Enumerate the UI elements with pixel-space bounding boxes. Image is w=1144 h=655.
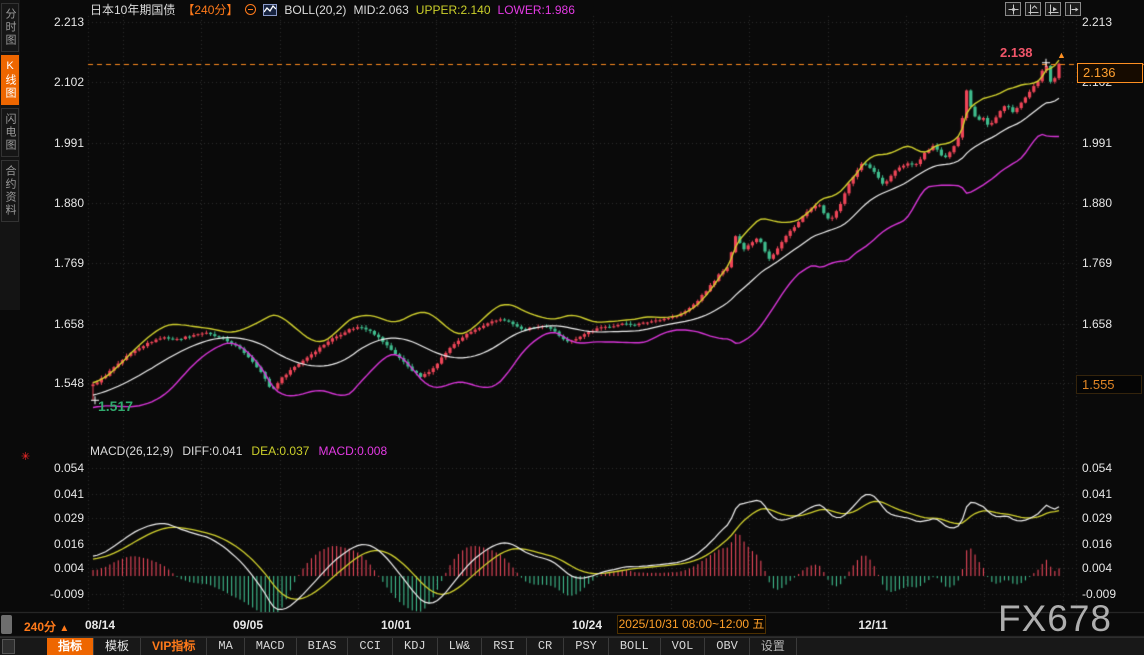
price-axis-label-right: 1.658 <box>1082 316 1113 331</box>
price-axis-label-left: 1.769 <box>53 256 84 271</box>
macd-header: MACD(26,12,9) DIFF:0.041 DEA:0.037 MACD:… <box>90 444 387 458</box>
price-axis-label-left: 1.991 <box>53 135 84 150</box>
reference-price-badge: 1.555 <box>1076 375 1142 394</box>
x-axis-row: 240分 ▲ 2025/10/31 08:00~12:00 五 08/14 09/… <box>0 612 1144 637</box>
macd-axis-label-right: 0.004 <box>1082 561 1113 575</box>
last-price-badge: 2.136 <box>1077 63 1143 83</box>
macd-axis-label-right: 0.016 <box>1082 537 1113 551</box>
axis-play-icon[interactable] <box>1045 2 1061 16</box>
chart-tools <box>1005 2 1081 16</box>
macd-axis-label-left: 0.041 <box>53 487 84 501</box>
macd-axis-label-left: 0.004 <box>53 561 84 575</box>
sidebar-tab-2[interactable]: K线图 <box>1 55 19 105</box>
price-axis-label-left: 2.102 <box>53 75 84 90</box>
macd-axis-label-left: 0.029 <box>53 511 84 525</box>
macd-dea-value: DEA:0.037 <box>251 444 310 458</box>
period-up-arrow-icon: ▲ <box>59 623 70 634</box>
indicator-toolbar: 指标 模板 VIP指标 MA MACD BIAS CCI KDJ LW& RSI CR PSY BOLL… <box>0 637 1144 655</box>
toolbar-tab-LW&[interactable]: LW& <box>438 638 483 655</box>
chart-header: 日本10年期国债 【240分】 BOLL(20,2) MID:2.063 UPP… <box>90 2 575 18</box>
pan-tool-icon[interactable] <box>1005 2 1021 16</box>
boll-name: BOLL(20,2) <box>284 2 347 17</box>
toolbar-tab-CR[interactable]: CR <box>527 638 565 655</box>
footer-period-label[interactable]: 240分 ▲ <box>24 620 70 634</box>
last-price-arrow-icon: ▲ <box>1057 50 1066 60</box>
sidebar-tab-3[interactable]: 闪电图 <box>1 108 19 157</box>
macd-settings-icon[interactable]: ✳ <box>21 451 31 463</box>
sidebar-tab-1[interactable]: 分时图 <box>1 3 19 52</box>
y-axis-scale-icon[interactable] <box>1025 2 1041 16</box>
toolbar-tab-BIAS[interactable]: BIAS <box>297 638 349 655</box>
x-axis-date-label: 12/11 <box>858 618 888 632</box>
toolbar-tab-OBV[interactable]: OBV <box>705 638 750 655</box>
toolbar-tab-CCI[interactable]: CCI <box>348 638 394 655</box>
selected-bar-datetime: 2025/10/31 08:00~12:00 五 <box>617 615 766 634</box>
period-label: 【240分】 <box>182 3 239 17</box>
price-axis-label-left: 1.548 <box>53 376 84 391</box>
toolbar-tab-MA[interactable]: MA <box>207 638 245 655</box>
x-axis-date-label: 09/05 <box>232 618 264 632</box>
boll-lower-value: LOWER:1.986 <box>497 2 575 17</box>
price-axis-label-right: 1.769 <box>1082 256 1113 271</box>
axis-grip-handle[interactable] <box>1 615 12 634</box>
toolbar-tab-VIP指标[interactable]: VIP指标 <box>141 638 208 655</box>
macd-axis-label-left: 0.016 <box>53 537 84 551</box>
toolbar-tab-PSY[interactable]: PSY <box>564 638 609 655</box>
brand-watermark: FX678 <box>998 598 1113 639</box>
macd-axis-label-left: 0.054 <box>53 461 84 475</box>
toolbar-tab-BOLL[interactable]: BOLL <box>609 638 661 655</box>
sidebar-tab-4[interactable]: 合约资料 <box>1 160 19 222</box>
sidebar-chart-modes: 分时图 K线图闪电图合约资料 <box>0 0 20 310</box>
macd-axis-label-right: -0.009 <box>1082 587 1117 601</box>
boll-mid-value: MID:2.063 <box>353 2 409 17</box>
instrument-title: 日本10年期国债 <box>90 3 176 17</box>
axis-shift-right-icon[interactable] <box>1065 2 1081 16</box>
price-axis-label-right: 2.213 <box>1082 15 1113 29</box>
boll-upper-value: UPPER:2.140 <box>415 2 491 17</box>
collapse-indicator-icon[interactable] <box>245 4 257 15</box>
toolbar-tab-KDJ[interactable]: KDJ <box>393 638 438 655</box>
macd-diff-value: DIFF:0.041 <box>182 444 243 458</box>
toolbar-tab-MACD[interactable]: MACD <box>245 638 297 655</box>
price-axis-label-left: 2.213 <box>53 15 84 29</box>
macd-axis-label-right: 0.054 <box>1082 461 1113 475</box>
toolbar-grip-icon[interactable] <box>2 639 15 654</box>
price-axis-label-right: 1.991 <box>1082 135 1113 150</box>
toolbar-tab-模板[interactable]: 模板 <box>94 638 142 655</box>
macd-name: MACD(26,12,9) <box>90 444 174 458</box>
x-axis-date-label: 08/14 <box>84 618 116 632</box>
session-high-label: 2.138 <box>1000 45 1033 60</box>
toolbar-spacer <box>17 638 47 655</box>
toolbar-tab-RSI[interactable]: RSI <box>482 638 527 655</box>
price-axis-label-right: 1.880 <box>1082 195 1113 210</box>
macd-axis-label-right: 0.029 <box>1082 511 1113 525</box>
macd-hist-value: MACD:0.008 <box>318 444 388 458</box>
x-axis-date-label: 10/01 <box>380 618 412 632</box>
price-axis-label-left: 1.880 <box>53 195 84 210</box>
toolbar-tab-设置[interactable]: 设置 <box>750 638 797 655</box>
chart-type-icon[interactable] <box>263 3 278 16</box>
price-axis-label-left: 1.658 <box>53 316 84 331</box>
toolbar-tab-VOL[interactable]: VOL <box>661 638 706 655</box>
macd-axis-label-right: 0.041 <box>1082 487 1113 501</box>
session-low-label: 1.517 <box>98 398 134 414</box>
x-axis-date-label: 10/24 <box>571 618 603 632</box>
toolbar-tab-指标[interactable]: 指标 <box>47 638 95 655</box>
macd-axis-label-left: -0.009 <box>49 587 84 601</box>
